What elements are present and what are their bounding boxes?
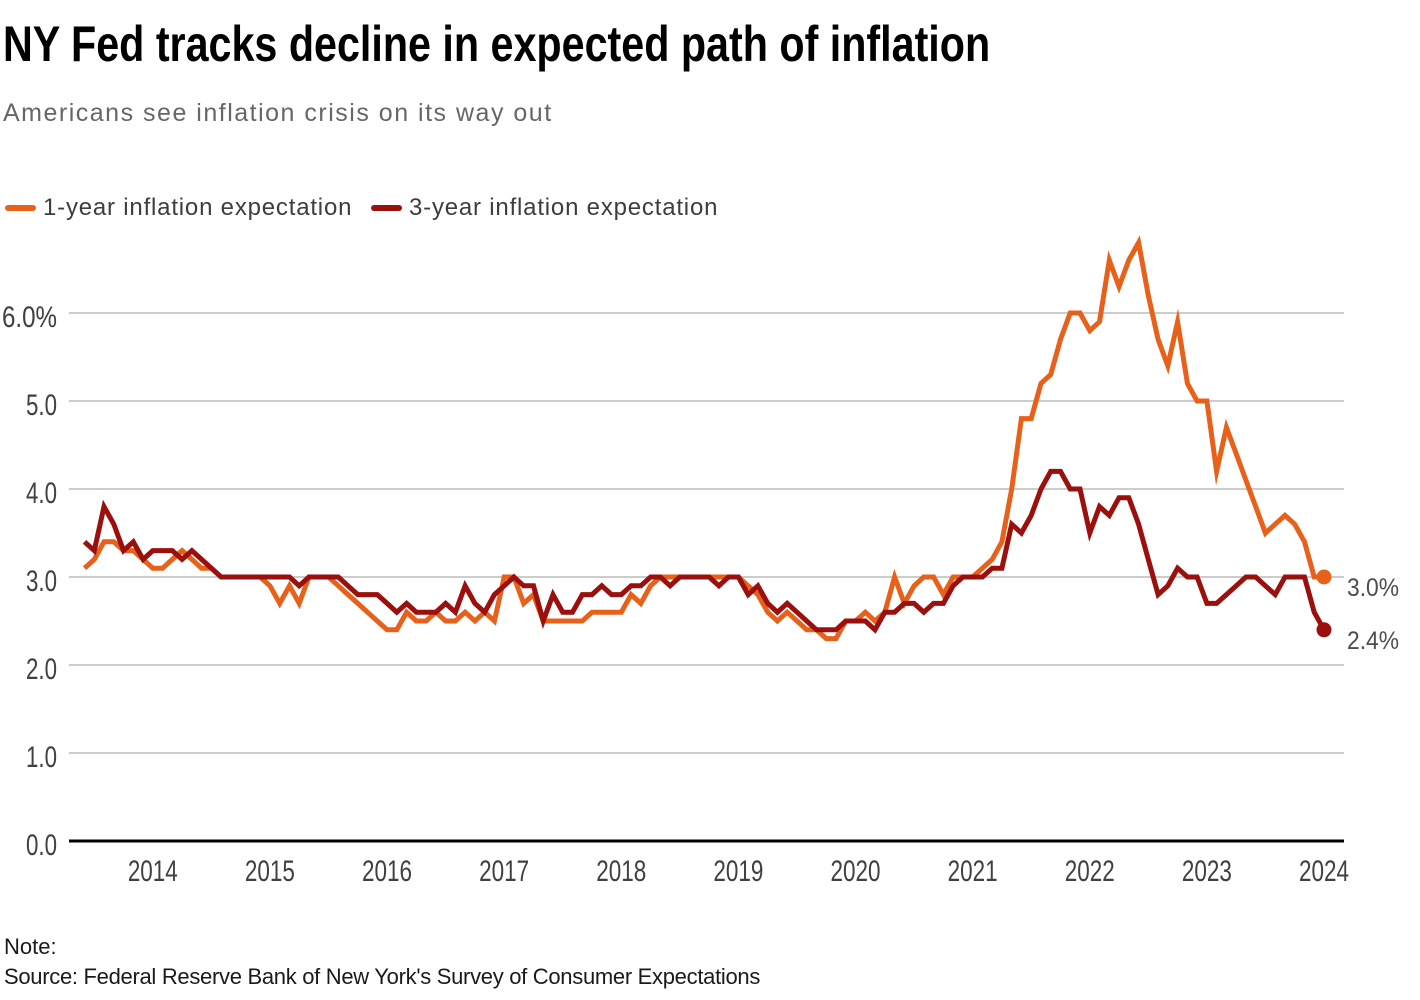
- y-tick-label: 5.0: [26, 389, 57, 422]
- y-tick-label: 1.0: [26, 741, 57, 774]
- legend-item-1yr: 1-year inflation expectation: [5, 194, 352, 222]
- page-title: NY Fed tracks decline in expected path o…: [3, 16, 991, 72]
- y-tick-label: 2.0: [26, 653, 57, 686]
- page-subtitle: Americans see inflation crisis on its wa…: [3, 99, 553, 127]
- note-label: Note:: [4, 934, 57, 959]
- legend-item-3yr: 3-year inflation expectation: [371, 194, 718, 222]
- x-tick-label: 2023: [1182, 855, 1232, 888]
- y-tick-label: 3.0: [26, 565, 57, 598]
- x-tick-label: 2019: [713, 855, 763, 888]
- x-tick-label: 2022: [1065, 855, 1115, 888]
- end-dot-1yr: [1316, 569, 1332, 585]
- x-tick-label: 2018: [596, 855, 646, 888]
- legend-label-3yr: 3-year inflation expectation: [409, 194, 719, 221]
- x-tick-label: 2021: [948, 855, 998, 888]
- source-line: Source: Federal Reserve Bank of New York…: [4, 964, 761, 989]
- y-tick-label: 0.0: [26, 829, 57, 862]
- x-tick-label: 2014: [128, 855, 178, 888]
- x-tick-label: 2017: [479, 855, 529, 888]
- legend-swatch-3yr-icon: [371, 205, 402, 211]
- y-tick-label: 6.0%: [2, 301, 57, 334]
- series-line-3yr: [82, 468, 1327, 634]
- end-dot-3yr: [1316, 622, 1332, 638]
- end-value-label-1yr: 3.0%: [1347, 574, 1399, 602]
- x-tick-label: 2020: [831, 855, 881, 888]
- x-tick-label: 2024: [1299, 855, 1349, 888]
- x-tick-label: 2015: [245, 855, 295, 888]
- end-value-label-3yr: 2.4%: [1347, 627, 1399, 655]
- legend-label-1yr: 1-year inflation expectation: [43, 194, 353, 221]
- y-tick-label: 4.0: [26, 477, 57, 510]
- x-tick-label: 2016: [362, 855, 412, 888]
- legend: 1-year inflation expectation 3-year infl…: [0, 194, 1420, 222]
- legend-swatch-1yr-icon: [5, 205, 36, 211]
